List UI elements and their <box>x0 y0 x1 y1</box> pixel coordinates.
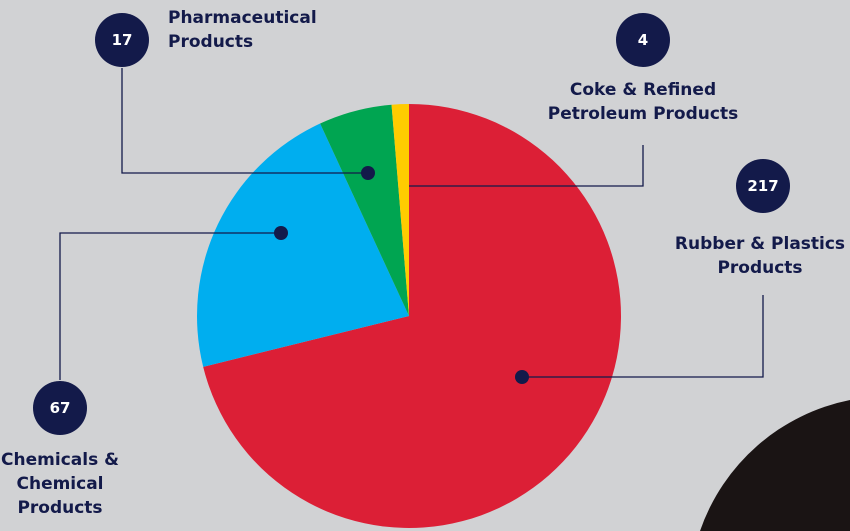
leader-dot <box>274 226 288 240</box>
leader-line <box>409 145 644 187</box>
value-label: 217 <box>747 177 778 195</box>
value-label: 17 <box>112 31 133 49</box>
badge <box>33 381 87 435</box>
pie-slice <box>320 104 409 316</box>
pie-slice <box>197 123 409 367</box>
badge <box>95 13 149 67</box>
leader-line <box>121 68 368 174</box>
leader-dot <box>515 370 529 384</box>
category-label: Coke & Refined Petroleum Products <box>547 80 739 124</box>
leader-line <box>59 232 281 380</box>
value-label: 67 <box>50 399 71 417</box>
badge <box>736 159 790 213</box>
pie-slice <box>203 104 622 528</box>
category-label: Rubber & Plastics Products <box>674 234 846 278</box>
value-label: 4 <box>638 31 648 49</box>
decor-corner <box>700 400 850 531</box>
leader-dot <box>361 166 375 180</box>
badge <box>616 13 670 67</box>
leader-line <box>522 295 764 378</box>
pie-slice <box>391 104 409 316</box>
category-label: Pharmaceutical Products <box>168 8 317 52</box>
category-label: Chemicals & Chemical Products <box>1 450 119 518</box>
